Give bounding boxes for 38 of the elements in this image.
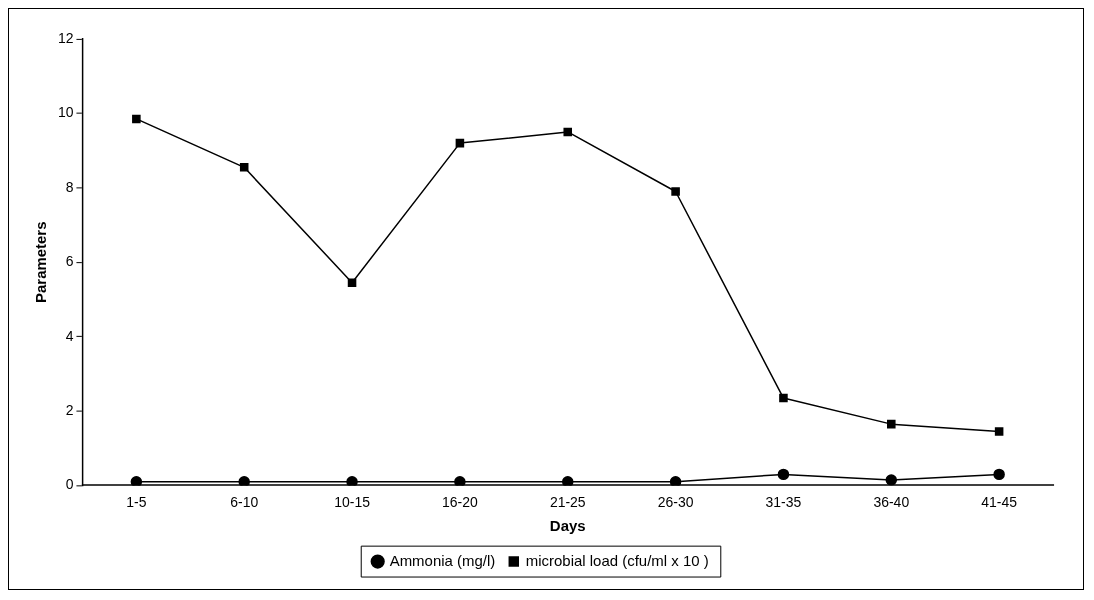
y-tick-label: 0: [65, 476, 74, 493]
y-tick-label: 4: [65, 327, 74, 344]
point: [239, 163, 249, 172]
legend-label: microbial load (cfu/ml x 10 ): [525, 551, 709, 569]
x-axis-title: Days: [549, 517, 586, 535]
y-tick-label: 6: [65, 253, 74, 270]
x-tick-label: 21-25: [549, 493, 586, 510]
point: [779, 393, 788, 403]
x-tick-label: 26-30: [657, 493, 694, 510]
legend-label: Ammonia (mg/l): [389, 551, 496, 569]
point: [455, 138, 465, 148]
point: [994, 427, 1004, 436]
point: [777, 468, 790, 481]
y-axis-title: Parameters: [32, 221, 50, 303]
point: [885, 474, 898, 486]
y-tick-label: 2: [65, 401, 74, 418]
y-tick-label: 10: [57, 104, 74, 121]
point: [132, 114, 141, 124]
point: [887, 419, 896, 429]
x-tick-label: 10-15: [334, 493, 371, 510]
point: [671, 187, 680, 196]
point: [347, 278, 357, 287]
y-tick-label: 8: [65, 178, 74, 195]
point: [454, 476, 466, 486]
x-tick-label: 1-5: [126, 493, 147, 510]
y-tick-label: 12: [57, 29, 74, 46]
x-tick-label: 16-20: [442, 493, 478, 510]
point: [346, 476, 358, 486]
point: [238, 476, 250, 486]
point: [563, 127, 573, 137]
x-tick-label: 36-40: [873, 493, 910, 510]
x-tick-label: 31-35: [765, 493, 802, 510]
point: [562, 476, 574, 486]
point: [993, 468, 1005, 481]
point: [669, 476, 682, 486]
x-tick-label: 6-10: [230, 493, 259, 510]
x-tick-label: 41-45: [981, 493, 1018, 510]
point: [130, 476, 143, 486]
